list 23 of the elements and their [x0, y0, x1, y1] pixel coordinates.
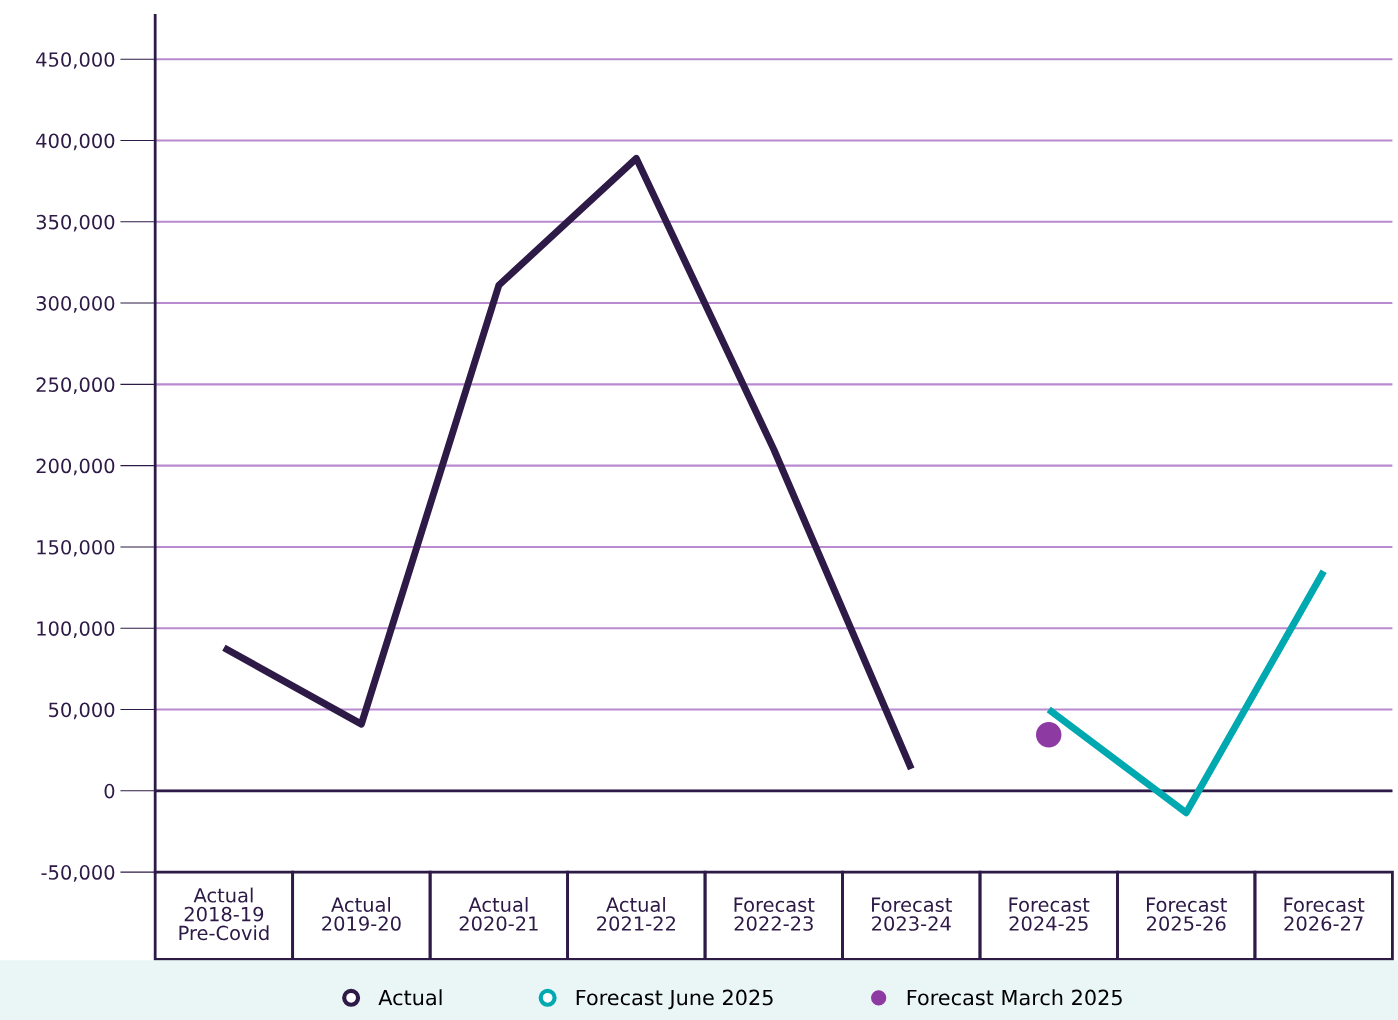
x-tick-label: Forecast 2026-27	[1284, 897, 1365, 931]
y-tick-label: -50,000	[41, 865, 115, 882]
x-tick-label: Forecast 2022-23	[734, 897, 815, 931]
y-tick-label: 200,000	[36, 458, 115, 476]
y-tick-label: 150,000	[37, 539, 115, 557]
x-tick-label: Actual 2020-21	[459, 896, 538, 931]
x-tick-label: Forecast 2025-26	[1146, 897, 1227, 931]
y-tick-label: 100,000	[37, 621, 115, 638]
legend-label: Forecast June 2025	[576, 989, 773, 1010]
y-tick-label: 300,000	[36, 296, 115, 313]
x-tick-label: Actual 2018-19 Pre-Covid	[179, 887, 269, 941]
y-tick-label: 450,000	[36, 52, 115, 69]
y-tick-label: 0	[104, 783, 115, 799]
x-tick-label: Actual 2021-22	[597, 896, 675, 931]
x-tick-label: Forecast 2023-24	[872, 897, 952, 931]
x-tick-label: Actual 2019-20	[322, 896, 401, 931]
y-tick-label: 50,000	[49, 702, 115, 720]
legend-label: Actual	[378, 989, 442, 1006]
legend-label: Forecast March 2025	[907, 989, 1122, 1006]
y-tick-label: 350,000	[36, 214, 115, 232]
x-tick-label: Forecast 2024-25	[1009, 897, 1090, 931]
y-tick-label: 250,000	[36, 377, 115, 395]
y-tick-label: 400,000	[36, 133, 115, 151]
